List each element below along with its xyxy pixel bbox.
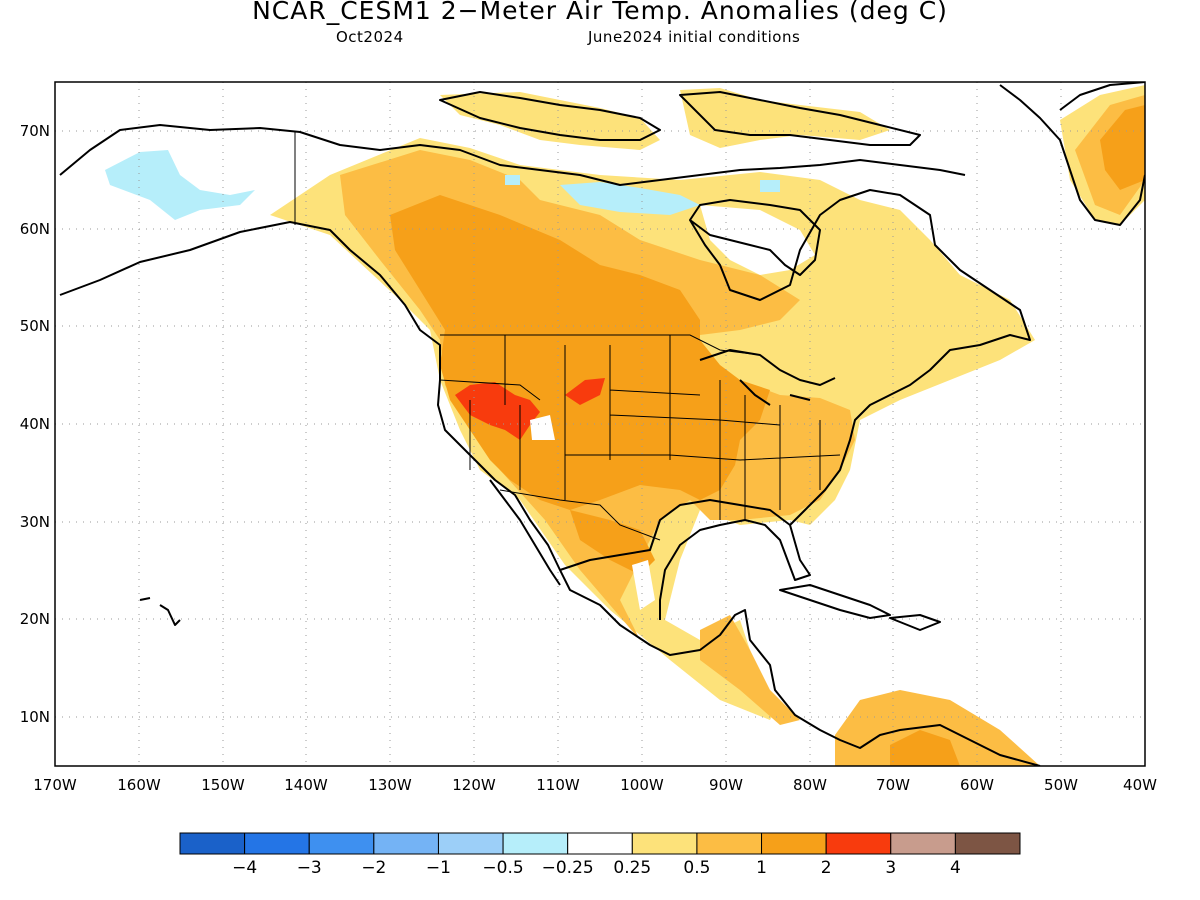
colorbar-swatch xyxy=(954,832,1021,855)
colorbar-swatch xyxy=(437,832,504,855)
lat-label: 50N xyxy=(20,317,50,335)
colorbar-swatch xyxy=(761,832,827,855)
hispaniola xyxy=(889,614,941,631)
lon-label: 90W xyxy=(709,776,743,794)
anomaly-region-dark-mexico xyxy=(570,510,655,575)
colorbar: −4 −3 −2 −1 −0.5 −0.25 0.25 0.5 1 2 3 4 xyxy=(179,832,1021,878)
colorbar-label: −0.25 xyxy=(542,858,594,878)
map-title: NCAR_CESM1 2−Meter Air Temp. Anomalies (… xyxy=(252,0,948,25)
anomaly-region-dark-venezuela xyxy=(890,730,960,766)
colorbar-label: −3 xyxy=(297,858,322,878)
colorbar-label: −2 xyxy=(361,858,386,878)
anomaly-region-dark xyxy=(390,195,770,510)
lon-label: 110W xyxy=(536,776,580,794)
colorbar-swatch xyxy=(502,832,569,855)
colorbar-label: 2 xyxy=(821,858,832,878)
lon-label: 80W xyxy=(793,776,827,794)
lon-label: 160W xyxy=(117,776,161,794)
gulf-coast xyxy=(559,499,811,620)
lon-label: 100W xyxy=(620,776,664,794)
colorbar-swatch xyxy=(631,832,698,855)
anomaly-region-orange-central-america xyxy=(700,615,800,725)
anomaly-region-orange-south-america xyxy=(835,690,1040,766)
east-coast xyxy=(689,189,1031,526)
colorbar-label: 3 xyxy=(885,858,896,878)
lon-label: 40W xyxy=(1123,776,1157,794)
lon-label: 60W xyxy=(960,776,994,794)
baja-california xyxy=(489,479,561,586)
anomaly-region-neutral xyxy=(530,205,815,610)
colorbar-label: 0.25 xyxy=(613,858,651,878)
colorbar-label: 4 xyxy=(950,858,961,878)
state-lines xyxy=(439,335,841,520)
us-mexico-border xyxy=(499,489,661,541)
colorbar-swatch xyxy=(179,832,246,855)
initial-conditions: June2024 initial conditions xyxy=(588,28,801,46)
coastlines xyxy=(59,82,1145,766)
lon-label: 140W xyxy=(284,776,328,794)
latitude-labels: 70N 60N 50N 40N 30N 20N 10N xyxy=(20,122,50,726)
hawaii xyxy=(139,597,181,626)
lon-label: 120W xyxy=(452,776,496,794)
greenland-coast xyxy=(1059,82,1145,111)
longitude-labels: 170W 160W 150W 140W 130W 120W 110W 100W … xyxy=(33,776,1157,794)
colorbar-swatch xyxy=(825,832,892,855)
colorbar-swatch xyxy=(890,832,956,855)
anomaly-region-red xyxy=(455,378,605,440)
colorbar-swatch xyxy=(373,832,439,855)
forecast-month: Oct2024 xyxy=(336,28,404,46)
colorbar-label: 0.5 xyxy=(683,858,710,878)
north-america-coastline xyxy=(59,221,1041,766)
colorbar-label: −4 xyxy=(232,858,257,878)
colorbar-label: 1 xyxy=(756,858,767,878)
colorbar-swatch xyxy=(567,832,633,855)
us-canada-border xyxy=(440,334,761,356)
lat-label: 10N xyxy=(20,708,50,726)
anomaly-fields xyxy=(105,85,1145,766)
colorbar-label: −1 xyxy=(426,858,451,878)
arctic-coast xyxy=(59,124,966,186)
hudson-bay xyxy=(689,199,821,276)
lon-label: 150W xyxy=(201,776,245,794)
map-frame xyxy=(54,81,1146,767)
lat-label: 40N xyxy=(20,415,50,433)
colorbar-swatch xyxy=(308,832,375,855)
cuba xyxy=(779,584,891,619)
lat-label: 20N xyxy=(20,610,50,628)
lon-label: 50W xyxy=(1044,776,1078,794)
colorbar-swatch xyxy=(696,832,763,855)
anomaly-region-cool-alaska xyxy=(105,150,255,220)
lat-label: 30N xyxy=(20,513,50,531)
lon-label: 70W xyxy=(876,776,910,794)
colorbar-swatch xyxy=(244,832,310,855)
lat-label: 70N xyxy=(20,122,50,140)
colorbar-label: −0.5 xyxy=(482,858,523,878)
political-borders xyxy=(294,132,841,541)
lon-label: 130W xyxy=(368,776,412,794)
lat-label: 60N xyxy=(20,220,50,238)
lon-label: 170W xyxy=(33,776,77,794)
arctic-islands xyxy=(439,84,1145,226)
great-lakes xyxy=(699,349,836,406)
anomaly-region-dark-greenland xyxy=(1100,105,1145,190)
anomaly-region-light-arctic xyxy=(440,88,890,150)
